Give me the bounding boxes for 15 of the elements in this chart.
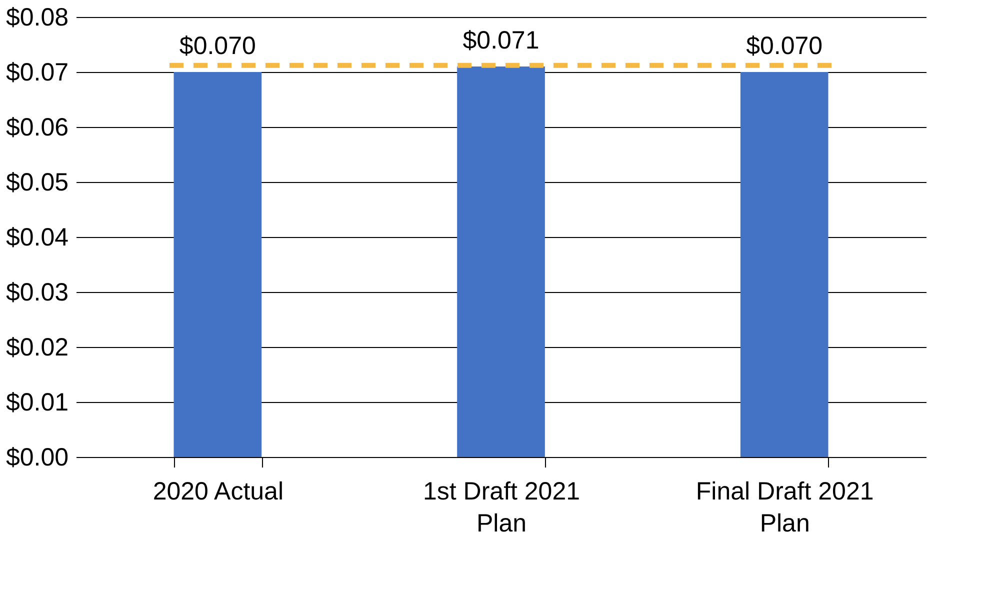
y-tick-label: $0.07 — [6, 58, 68, 86]
data-label: $0.070 — [179, 32, 256, 60]
y-tick-label: $0.05 — [6, 168, 68, 196]
y-tick-label: $0.03 — [6, 278, 68, 306]
y-tick-label: $0.02 — [6, 334, 68, 362]
x-tick-label: 1st Draft 2021 Plan — [422, 478, 580, 538]
data-label: $0.071 — [462, 26, 540, 54]
x-tick-label: 2020 Actual — [152, 478, 284, 506]
y-tick-label: $0.01 — [6, 388, 68, 416]
y-tick-label: $0.06 — [6, 114, 68, 142]
y-tick-label: $0.04 — [6, 224, 69, 252]
x-tick-label: Final Draft 2021 Plan — [696, 478, 874, 538]
data-label: $0.070 — [746, 32, 823, 60]
y-tick-label: $0.08 — [6, 4, 68, 32]
y-tick-label: $0.00 — [6, 444, 68, 472]
